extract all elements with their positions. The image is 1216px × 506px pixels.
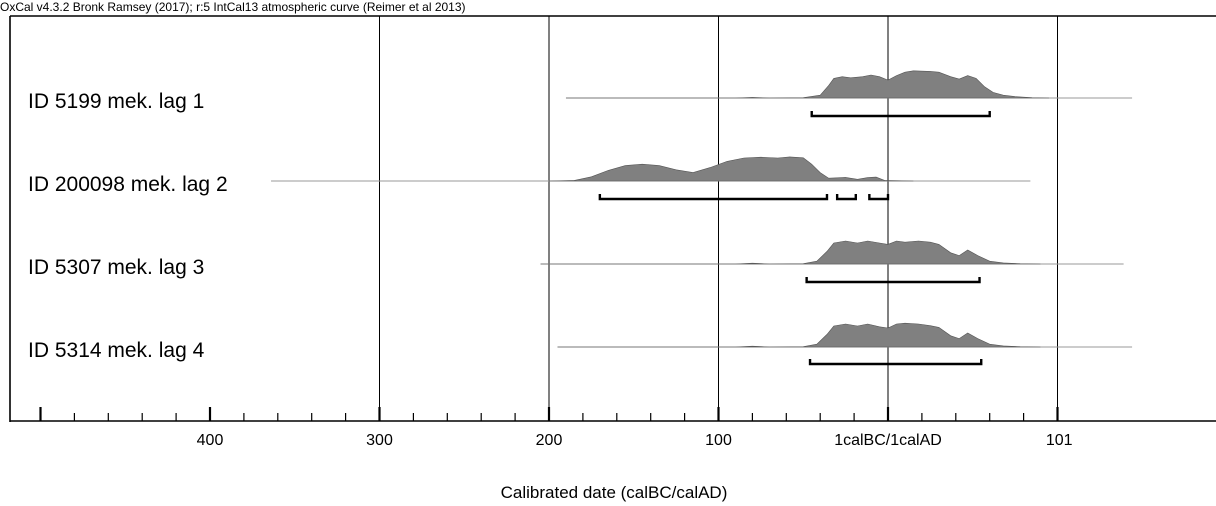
sample-label: ID 200098 mek. lag 2 bbox=[28, 173, 228, 196]
tick-label: 300 bbox=[366, 432, 393, 449]
gridlines bbox=[379, 16, 1058, 421]
probability-distribution bbox=[557, 322, 1041, 348]
distribution-row: ID 200098 mek. lag 2 bbox=[28, 156, 1031, 201]
distribution-row: ID 5199 mek. lag 1 bbox=[28, 70, 1133, 118]
tick-label: 200 bbox=[536, 432, 563, 449]
range-bracket bbox=[808, 359, 983, 366]
probability-distribution bbox=[548, 156, 914, 182]
range-bracket bbox=[868, 194, 890, 201]
range-bracket bbox=[805, 277, 981, 284]
range-bracket bbox=[810, 111, 991, 118]
x-axis-title: Calibrated date (calBC/calAD) bbox=[501, 483, 728, 502]
range-bracket bbox=[598, 194, 829, 201]
tick-label: 101 bbox=[1046, 432, 1073, 449]
tick-label: 400 bbox=[197, 432, 224, 449]
sample-label: ID 5307 mek. lag 3 bbox=[28, 256, 204, 279]
x-axis-ticks: 400 300 200 100 1calBC/1calAD 101 bbox=[39, 407, 1073, 449]
probability-distribution bbox=[566, 70, 1050, 99]
range-bracket bbox=[835, 194, 857, 201]
distribution-row: ID 5307 mek. lag 3 bbox=[28, 240, 1124, 284]
tick-label: 1calBC/1calAD bbox=[834, 432, 942, 449]
distribution-row: ID 5314 mek. lag 4 bbox=[28, 322, 1133, 366]
tick-label: 100 bbox=[705, 432, 732, 449]
probability-distribution bbox=[540, 240, 1041, 265]
date-distributions: ID 5199 mek. lag 1 ID 200098 mek. lag 2 ID… bbox=[28, 70, 1133, 366]
software-credit: OxCal v4.3.2 Bronk Ramsey (2017); r:5 In… bbox=[0, 0, 466, 14]
sample-label: ID 5314 mek. lag 4 bbox=[28, 339, 205, 362]
sample-label: ID 5199 mek. lag 1 bbox=[28, 90, 204, 113]
